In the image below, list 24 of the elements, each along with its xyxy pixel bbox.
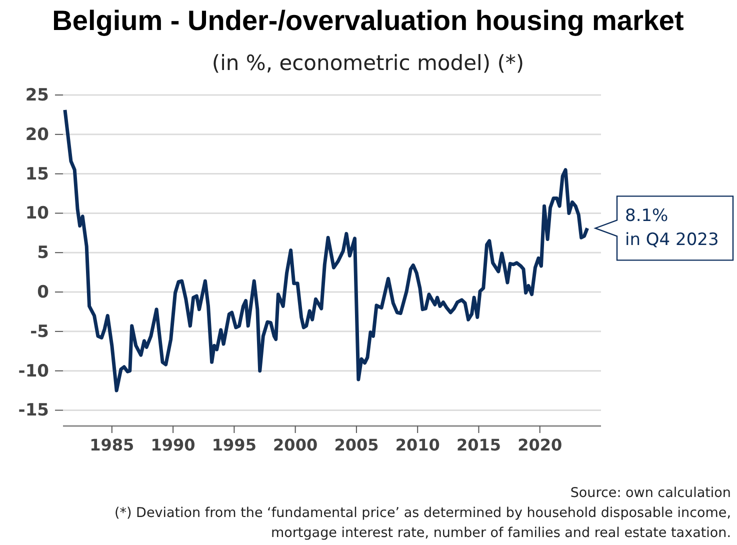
line-series: [63, 108, 590, 392]
chart-subtitle: (in %, econometric model) (*): [212, 51, 524, 75]
x-tick-label: 2000: [273, 435, 318, 454]
y-tick-label: 20: [25, 124, 50, 145]
x-tick-label: 2010: [395, 435, 440, 454]
text: mortgage interest rate, number of families and real estate taxation.: [270, 525, 731, 541]
y-tick-label: 25: [25, 85, 49, 106]
x-tick-label: 1990: [150, 435, 196, 454]
y-tick-label: 0: [37, 282, 50, 302]
source-note: Source: own calculation: [570, 485, 731, 501]
x-tick-label: 2015: [456, 435, 501, 454]
y-tick-label: 15: [25, 164, 49, 184]
y-tick-label: -5: [30, 322, 49, 342]
x-tick-label: 1995: [212, 435, 256, 454]
y-tick-label: -10: [18, 361, 50, 382]
y-tick-label: 5: [37, 243, 49, 264]
y-tick-label: 10: [25, 204, 50, 224]
x-tick-label: 1985: [90, 435, 134, 454]
y-tick-label: -15: [18, 400, 49, 421]
x-tick-label: 2005: [334, 435, 379, 454]
text: (*) Deviation from the ‘fundamental price’ as determined by household disposable income,: [114, 505, 731, 521]
x-tick-label: 2020: [518, 435, 562, 454]
annotation: 8.1% in Q4 2023: [625, 206, 719, 250]
chart-title: Belgium - Under-/overvaluation housing market: [52, 5, 684, 36]
